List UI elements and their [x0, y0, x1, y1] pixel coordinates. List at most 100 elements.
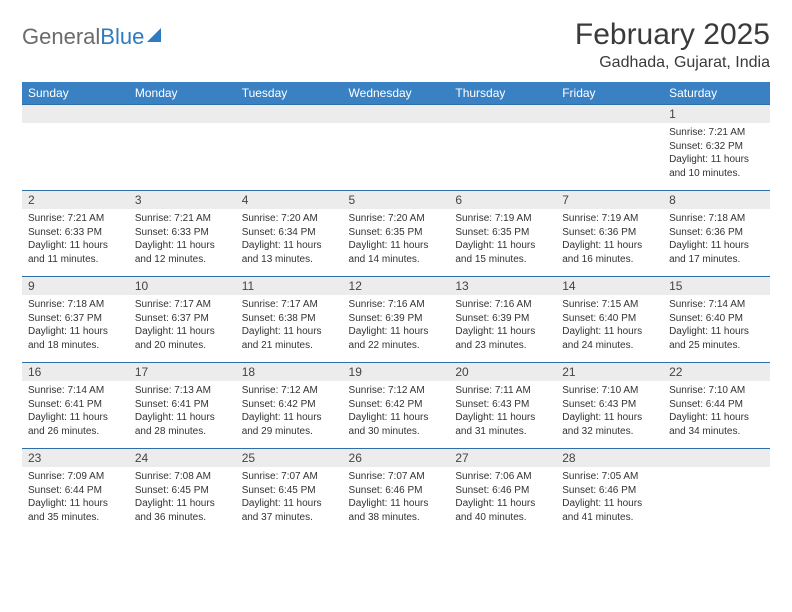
sunset-line: Sunset: 6:34 PM — [242, 226, 337, 240]
day-details: Sunrise: 7:21 AMSunset: 6:33 PMDaylight:… — [22, 209, 129, 270]
sunset-line: Sunset: 6:35 PM — [455, 226, 550, 240]
logo-triangle-icon — [147, 28, 161, 42]
sunset-line: Sunset: 6:36 PM — [562, 226, 657, 240]
calendar-cell: 8Sunrise: 7:18 AMSunset: 6:36 PMDaylight… — [663, 191, 770, 277]
day-number: 27 — [449, 449, 556, 467]
day-number: 25 — [236, 449, 343, 467]
day-number: 6 — [449, 191, 556, 209]
sunrise-line: Sunrise: 7:05 AM — [562, 470, 657, 484]
day-details: Sunrise: 7:07 AMSunset: 6:46 PMDaylight:… — [343, 467, 450, 528]
weekday-header: Sunday — [22, 82, 129, 105]
daylight-line: Daylight: 11 hours and 14 minutes. — [349, 239, 444, 266]
logo: GeneralBlue — [22, 18, 161, 50]
calendar-cell: 24Sunrise: 7:08 AMSunset: 6:45 PMDayligh… — [129, 449, 236, 535]
day-number: 28 — [556, 449, 663, 467]
day-number: 19 — [343, 363, 450, 381]
empty-day — [236, 105, 343, 123]
sunrise-line: Sunrise: 7:19 AM — [455, 212, 550, 226]
sunrise-line: Sunrise: 7:21 AM — [135, 212, 230, 226]
sunrise-line: Sunrise: 7:21 AM — [28, 212, 123, 226]
day-number: 5 — [343, 191, 450, 209]
sunrise-line: Sunrise: 7:16 AM — [455, 298, 550, 312]
calendar-cell: 1Sunrise: 7:21 AMSunset: 6:32 PMDaylight… — [663, 105, 770, 191]
sunset-line: Sunset: 6:35 PM — [349, 226, 444, 240]
empty-day — [343, 105, 450, 123]
calendar-cell: 26Sunrise: 7:07 AMSunset: 6:46 PMDayligh… — [343, 449, 450, 535]
calendar-row: 16Sunrise: 7:14 AMSunset: 6:41 PMDayligh… — [22, 363, 770, 449]
day-details: Sunrise: 7:19 AMSunset: 6:36 PMDaylight:… — [556, 209, 663, 270]
calendar-cell: 15Sunrise: 7:14 AMSunset: 6:40 PMDayligh… — [663, 277, 770, 363]
sunrise-line: Sunrise: 7:10 AM — [562, 384, 657, 398]
day-number: 22 — [663, 363, 770, 381]
title-block: February 2025 Gadhada, Gujarat, India — [575, 18, 770, 72]
day-details: Sunrise: 7:20 AMSunset: 6:35 PMDaylight:… — [343, 209, 450, 270]
sunset-line: Sunset: 6:46 PM — [349, 484, 444, 498]
sunset-line: Sunset: 6:44 PM — [669, 398, 764, 412]
calendar-cell — [22, 105, 129, 191]
sunset-line: Sunset: 6:33 PM — [135, 226, 230, 240]
calendar-table: SundayMondayTuesdayWednesdayThursdayFrid… — [22, 82, 770, 535]
day-details: Sunrise: 7:11 AMSunset: 6:43 PMDaylight:… — [449, 381, 556, 442]
sunset-line: Sunset: 6:37 PM — [135, 312, 230, 326]
day-details: Sunrise: 7:13 AMSunset: 6:41 PMDaylight:… — [129, 381, 236, 442]
day-details: Sunrise: 7:17 AMSunset: 6:38 PMDaylight:… — [236, 295, 343, 356]
daylight-line: Daylight: 11 hours and 23 minutes. — [455, 325, 550, 352]
sunrise-line: Sunrise: 7:14 AM — [669, 298, 764, 312]
daylight-line: Daylight: 11 hours and 11 minutes. — [28, 239, 123, 266]
day-details: Sunrise: 7:10 AMSunset: 6:44 PMDaylight:… — [663, 381, 770, 442]
daylight-line: Daylight: 11 hours and 10 minutes. — [669, 153, 764, 180]
sunrise-line: Sunrise: 7:19 AM — [562, 212, 657, 226]
day-number: 15 — [663, 277, 770, 295]
calendar-cell: 7Sunrise: 7:19 AMSunset: 6:36 PMDaylight… — [556, 191, 663, 277]
weekday-header: Friday — [556, 82, 663, 105]
day-number: 13 — [449, 277, 556, 295]
logo-text-gray: General — [22, 24, 100, 50]
weekday-header: Tuesday — [236, 82, 343, 105]
sunrise-line: Sunrise: 7:08 AM — [135, 470, 230, 484]
calendar-cell: 22Sunrise: 7:10 AMSunset: 6:44 PMDayligh… — [663, 363, 770, 449]
daylight-line: Daylight: 11 hours and 17 minutes. — [669, 239, 764, 266]
day-number: 14 — [556, 277, 663, 295]
calendar-cell — [449, 105, 556, 191]
daylight-line: Daylight: 11 hours and 40 minutes. — [455, 497, 550, 524]
weekday-header: Saturday — [663, 82, 770, 105]
day-number: 26 — [343, 449, 450, 467]
calendar-cell: 25 Sunrise: 7:07 AMSunset: 6:45 PMDayligh… — [236, 449, 343, 535]
sunrise-line: Sunrise: 7:07 AM — [242, 470, 337, 484]
sunset-line: Sunset: 6:33 PM — [28, 226, 123, 240]
location-subtitle: Gadhada, Gujarat, India — [575, 54, 770, 72]
daylight-line: Daylight: 11 hours and 41 minutes. — [562, 497, 657, 524]
sunset-line: Sunset: 6:37 PM — [28, 312, 123, 326]
day-number: 3 — [129, 191, 236, 209]
sunrise-line: Sunrise: 7:17 AM — [135, 298, 230, 312]
day-details: Sunrise: 7:10 AMSunset: 6:43 PMDaylight:… — [556, 381, 663, 442]
sunrise-line: Sunrise: 7:20 AM — [242, 212, 337, 226]
calendar-row: 23Sunrise: 7:09 AMSunset: 6:44 PMDayligh… — [22, 449, 770, 535]
weekday-row: SundayMondayTuesdayWednesdayThursdayFrid… — [22, 82, 770, 105]
day-details: Sunrise: 7:16 AMSunset: 6:39 PMDaylight:… — [449, 295, 556, 356]
sunset-line: Sunset: 6:38 PM — [242, 312, 337, 326]
day-number: 7 — [556, 191, 663, 209]
sunset-line: Sunset: 6:41 PM — [28, 398, 123, 412]
day-number: 20 — [449, 363, 556, 381]
daylight-line: Daylight: 11 hours and 29 minutes. — [242, 411, 337, 438]
daylight-line: Daylight: 11 hours and 22 minutes. — [349, 325, 444, 352]
calendar-cell: 16Sunrise: 7:14 AMSunset: 6:41 PMDayligh… — [22, 363, 129, 449]
calendar-cell — [343, 105, 450, 191]
daylight-line: Daylight: 11 hours and 24 minutes. — [562, 325, 657, 352]
daylight-line: Daylight: 11 hours and 13 minutes. — [242, 239, 337, 266]
sunset-line: Sunset: 6:45 PM — [242, 484, 337, 498]
empty-day — [449, 105, 556, 123]
sunrise-line: Sunrise: 7:13 AM — [135, 384, 230, 398]
daylight-line: Daylight: 11 hours and 18 minutes. — [28, 325, 123, 352]
calendar-cell — [663, 449, 770, 535]
day-number: 12 — [343, 277, 450, 295]
sunset-line: Sunset: 6:39 PM — [455, 312, 550, 326]
daylight-line: Daylight: 11 hours and 25 minutes. — [669, 325, 764, 352]
calendar-cell: 5Sunrise: 7:20 AMSunset: 6:35 PMDaylight… — [343, 191, 450, 277]
day-number: 18 — [236, 363, 343, 381]
sunset-line: Sunset: 6:46 PM — [455, 484, 550, 498]
daylight-line: Daylight: 11 hours and 37 minutes. — [242, 497, 337, 524]
calendar-cell: 17Sunrise: 7:13 AMSunset: 6:41 PMDayligh… — [129, 363, 236, 449]
empty-day — [663, 449, 770, 467]
